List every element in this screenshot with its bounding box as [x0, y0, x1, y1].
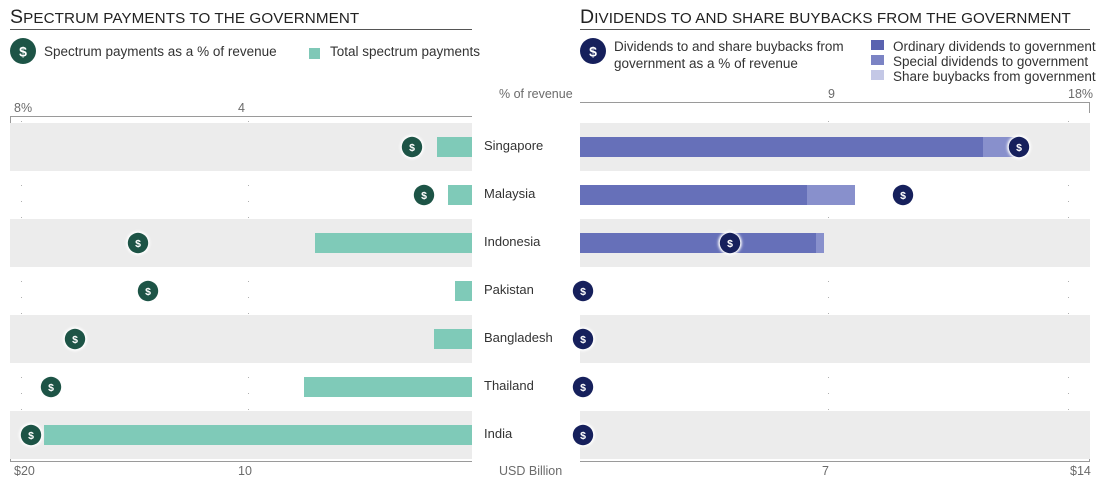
- svg-text:$: $: [900, 190, 906, 202]
- svg-text:$: $: [1016, 142, 1022, 154]
- svg-text:$: $: [28, 430, 34, 442]
- svg-text:$: $: [145, 286, 151, 298]
- svg-text:$: $: [589, 44, 597, 60]
- svg-text:$: $: [580, 430, 586, 442]
- svg-text:$: $: [72, 334, 78, 346]
- svg-text:$: $: [135, 238, 141, 250]
- svg-text:$: $: [580, 334, 586, 346]
- svg-text:$: $: [727, 238, 733, 250]
- svg-text:$: $: [580, 382, 586, 394]
- svg-text:$: $: [421, 190, 427, 202]
- svg-text:$: $: [19, 44, 27, 60]
- svg-text:$: $: [48, 382, 54, 394]
- svg-text:$: $: [580, 286, 586, 298]
- svg-text:$: $: [409, 142, 415, 154]
